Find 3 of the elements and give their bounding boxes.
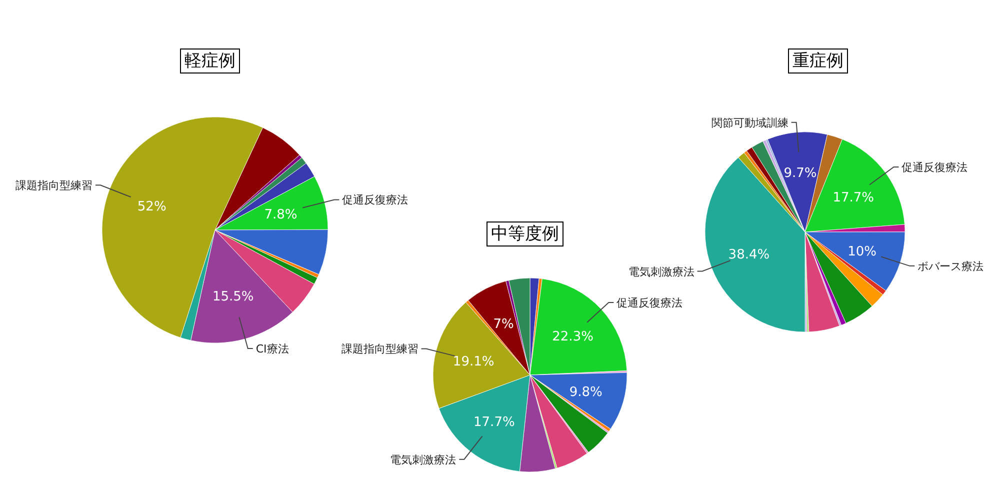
title: 軽症例 [184,51,236,71]
title: 中等度例 [491,224,559,244]
title: 重症例 [792,51,844,71]
